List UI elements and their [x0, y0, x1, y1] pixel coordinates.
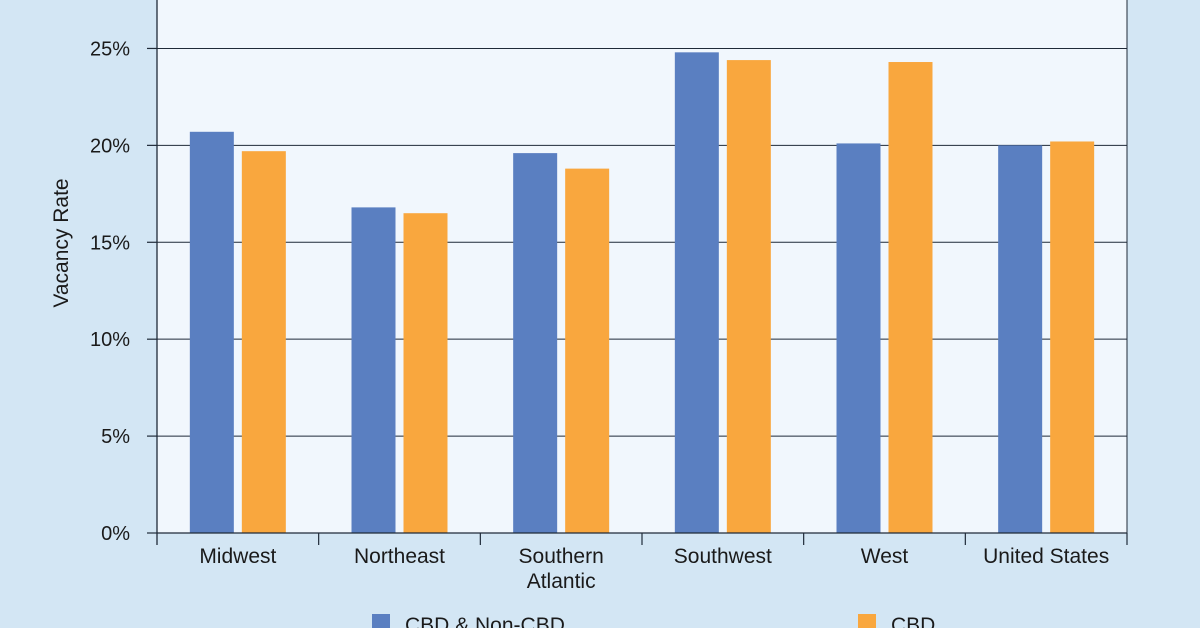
- bar-cbd: [726, 60, 771, 533]
- legend-label: CBD: [891, 614, 935, 628]
- x-category-label: Southern Atlantic: [519, 545, 604, 593]
- bars: [189, 52, 1095, 534]
- legend-label: CBD & Non-CBD: [405, 614, 565, 628]
- bar-cbd: [1050, 141, 1095, 533]
- bar-cbd-non-cbd: [998, 145, 1043, 533]
- bar-cbd-non-cbd: [674, 52, 719, 534]
- x-category-label: Southwest: [674, 545, 772, 568]
- x-category-label: Midwest: [199, 545, 276, 568]
- y-tick-label: 20%: [90, 135, 130, 157]
- legend-swatch: [858, 614, 876, 628]
- legend: CBD & Non-CBD CBD: [372, 614, 935, 628]
- y-tick-label: 10%: [90, 329, 130, 351]
- y-tick-label: 0%: [101, 523, 130, 545]
- axes: [156, 0, 1128, 545]
- bar-cbd: [565, 168, 610, 533]
- bar-cbd: [888, 62, 933, 533]
- bar-cbd: [403, 213, 448, 533]
- bar-cbd-non-cbd: [351, 207, 396, 534]
- legend-swatch: [372, 614, 390, 628]
- bar-cbd-non-cbd: [836, 143, 881, 533]
- bar-cbd: [241, 151, 286, 534]
- y-tick-labels: 0% 5% 10% 15% 20% 25%: [90, 38, 130, 545]
- plot-area: [157, 0, 1127, 533]
- y-tick-label: 25%: [90, 38, 130, 60]
- y-tick-label: 5%: [101, 426, 130, 448]
- x-category-label: Northeast: [354, 545, 445, 568]
- y-axis-title: Vacancy Rate: [50, 178, 73, 307]
- x-category-label: West: [861, 545, 909, 568]
- y-tick-label: 15%: [90, 232, 130, 254]
- bar-cbd-non-cbd: [189, 131, 234, 533]
- x-category-labels: Midwest Northeast Southern Atlantic Southwes…: [199, 545, 1109, 593]
- x-category-label: United States: [983, 545, 1109, 568]
- gridlines: [147, 47, 1127, 534]
- bar-cbd-non-cbd: [513, 153, 558, 533]
